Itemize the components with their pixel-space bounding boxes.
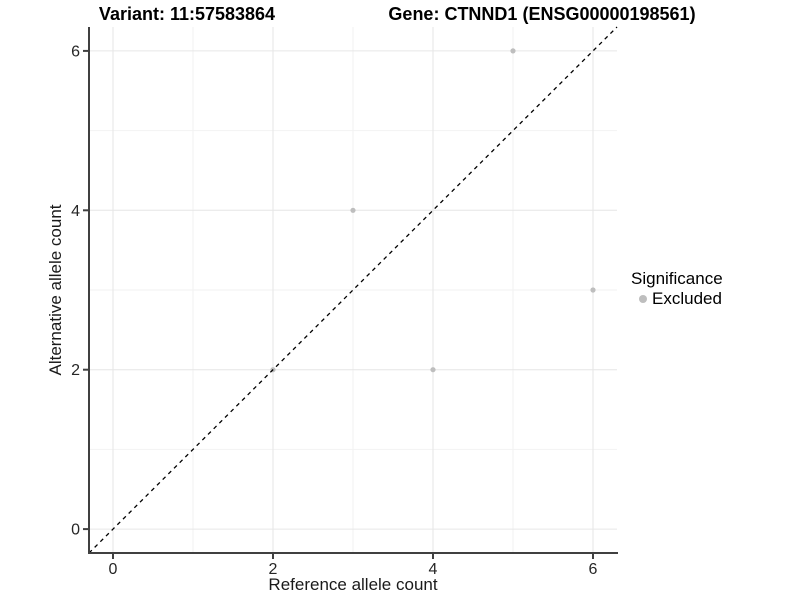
y-tick-label: 0 [71,522,80,539]
x-axis-title: Reference allele count [268,575,438,594]
legend: Significance Excluded [631,269,723,309]
x-tick-label: 2 [269,561,278,578]
data-point [430,367,436,373]
legend-item-label: Excluded [652,289,722,308]
legend-item-excluded: Excluded [631,289,723,309]
x-tick-label: 0 [109,561,118,578]
legend-title: Significance [631,269,723,288]
x-tick-label: 6 [589,561,598,578]
variant-title: Variant: 11:57583864 [98,4,276,24]
y-tick-label: 4 [71,203,80,220]
data-point [510,48,516,54]
excluded-point-icon [639,295,647,303]
data-point [590,287,596,293]
y-tick-label: 6 [71,43,80,60]
y-tick-label: 2 [71,362,80,379]
y-axis-title: Alternative allele count [46,204,65,376]
data-point [350,207,356,213]
x-tick-label: 4 [429,561,438,578]
gene-title: Gene: CTNND1 (ENSG00000198561) [388,4,696,24]
